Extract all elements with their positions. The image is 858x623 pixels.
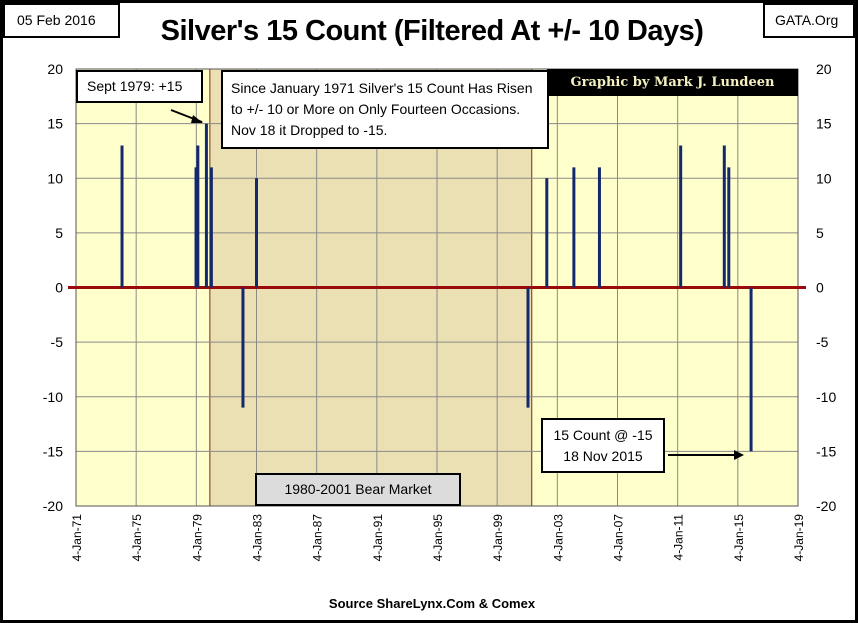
y-tick-label-right: 20 xyxy=(816,61,832,77)
y-tick-label-right: 10 xyxy=(816,170,832,186)
x-tick-label: 4-Jan-87 xyxy=(311,514,325,562)
latest-line2: 18 Nov 2015 xyxy=(563,448,643,464)
source-label: Source ShareLynx.Com & Comex xyxy=(328,596,536,611)
x-tick-label: 4-Jan-11 xyxy=(672,514,686,561)
credit-banner: Graphic by Mark J. Lundeen xyxy=(547,69,798,96)
x-tick-label: 4-Jan-71 xyxy=(70,514,84,562)
y-tick-label-right: 5 xyxy=(816,225,824,241)
y-tick-label-left: 0 xyxy=(55,280,63,296)
y-tick-label-right: -5 xyxy=(816,334,829,350)
date-label-box: 05 Feb 2016 xyxy=(3,3,120,38)
summary-text: Since January 1971 Silver's 15 Count Has… xyxy=(231,80,533,138)
y-tick-label-right: 15 xyxy=(816,116,832,132)
sept-1979-text: Sept 1979: +15 xyxy=(87,78,183,94)
latest-arrowhead xyxy=(734,450,744,460)
x-tick-label: 4-Jan-03 xyxy=(551,514,565,562)
x-tick-label: 4-Jan-79 xyxy=(190,514,204,562)
x-tick-label: 4-Jan-19 xyxy=(792,514,806,562)
sept-1979-arrowhead xyxy=(191,115,203,123)
y-tick-label-left: -20 xyxy=(43,498,63,514)
y-tick-label-left: 20 xyxy=(47,61,63,77)
summary-annotation: Since January 1971 Silver's 15 Count Has… xyxy=(221,70,549,149)
x-tick-label: 4-Jan-91 xyxy=(371,514,385,562)
sept-1979-annotation: Sept 1979: +15 xyxy=(76,70,203,103)
y-tick-label-left: 15 xyxy=(47,116,63,132)
x-tick-label: 4-Jan-83 xyxy=(251,514,265,562)
y-tick-label-right: -20 xyxy=(816,498,836,514)
y-tick-label-left: 5 xyxy=(55,225,63,241)
x-tick-label: 4-Jan-99 xyxy=(491,514,505,562)
x-tick-label: 4-Jan-75 xyxy=(130,514,144,562)
y-tick-label-right: -10 xyxy=(816,389,836,405)
x-tick-label: 4-Jan-07 xyxy=(612,514,626,562)
bear-market-text: 1980-2001 Bear Market xyxy=(284,481,432,497)
y-tick-label-left: -15 xyxy=(43,443,63,459)
latest-annotation: 15 Count @ -15 18 Nov 2015 xyxy=(541,418,665,473)
y-tick-label-left: 10 xyxy=(47,170,63,186)
x-tick-label: 4-Jan-15 xyxy=(732,514,746,562)
date-label: 05 Feb 2016 xyxy=(17,12,96,28)
bear-market-label: 1980-2001 Bear Market xyxy=(255,473,461,506)
x-tick-label: 4-Jan-95 xyxy=(431,514,445,562)
y-tick-label-left: -5 xyxy=(51,334,64,350)
site-label: GATA.Org xyxy=(775,12,839,28)
y-tick-label-right: -15 xyxy=(816,443,836,459)
site-label-box: GATA.Org xyxy=(763,3,855,38)
chart-title: Silver's 15 Count (Filtered At +/- 10 Da… xyxy=(160,15,704,47)
y-tick-label-right: 0 xyxy=(816,280,824,296)
y-tick-label-left: -10 xyxy=(43,389,63,405)
latest-line1: 15 Count @ -15 xyxy=(553,427,653,443)
